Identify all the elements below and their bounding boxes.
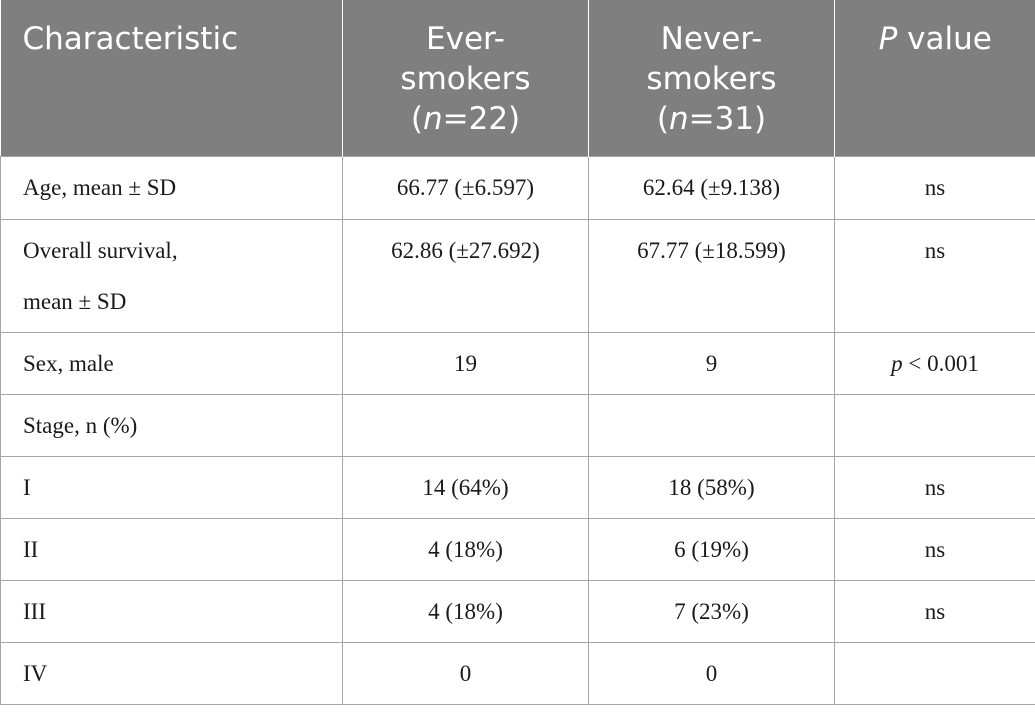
table-row: Stage, n (%) — [0, 393, 1035, 457]
table-row: Age, mean ± SD 66.77 (±6.597) 62.64 (±9.… — [0, 155, 1035, 220]
cell-characteristic: II — [0, 517, 343, 581]
cell-characteristic: I — [0, 455, 343, 519]
cell-ever: 4 (18%) — [342, 517, 589, 581]
header-never-n-value: =31) — [688, 101, 767, 137]
header-never-smokers: Never- smokers (n=31) — [588, 0, 835, 156]
cell-p: ns — [834, 155, 1035, 220]
cell-p — [834, 393, 1035, 457]
cell-characteristic: Stage, n (%) — [0, 393, 343, 457]
table-row: I 14 (64%) 18 (58%) ns — [0, 455, 1035, 519]
cell-never: 0 — [588, 641, 835, 705]
header-never-n-label: n — [668, 101, 689, 137]
cell-never: 6 (19%) — [588, 517, 835, 581]
cell-ever: 66.77 (±6.597) — [342, 155, 589, 220]
cell-characteristic: IV — [0, 641, 343, 705]
header-row: Characteristic Ever- smokers (n=22) Never… — [0, 0, 1035, 156]
cell-ever: 4 (18%) — [342, 579, 589, 643]
cell-never: 9 — [588, 331, 835, 395]
cell-p: ns — [834, 455, 1035, 519]
cell-ever: 0 — [342, 641, 589, 705]
cell-characteristic: Sex, male — [0, 331, 343, 395]
cell-characteristic: Age, mean ± SD — [0, 155, 343, 220]
header-ever-smokers: Ever- smokers (n=22) — [342, 0, 589, 156]
cell-ever: 19 — [342, 331, 589, 395]
cell-p: p < 0.001 — [834, 331, 1035, 395]
cell-ever: 62.86 (±27.692) — [342, 218, 589, 333]
cell-p — [834, 641, 1035, 705]
table-row: Overall survival, mean ± SD 62.86 (±27.69… — [0, 218, 1035, 333]
cell-never — [588, 393, 835, 457]
header-ever-n-label: n — [422, 101, 443, 137]
table-header: Characteristic Ever- smokers (n=22) Never… — [0, 0, 1035, 156]
cell-never: 62.64 (±9.138) — [588, 155, 835, 220]
cell-never: 18 (58%) — [588, 455, 835, 519]
cell-never: 67.77 (±18.599) — [588, 218, 835, 333]
cell-ever: 14 (64%) — [342, 455, 589, 519]
table-row: Sex, male 19 9 p < 0.001 — [0, 331, 1035, 395]
cell-p: ns — [834, 517, 1035, 581]
table-body: Age, mean ± SD 66.77 (±6.597) 62.64 (±9.… — [0, 155, 1035, 705]
header-p-value: P value — [834, 0, 1035, 156]
cell-p: ns — [834, 579, 1035, 643]
header-characteristic: Characteristic — [0, 0, 343, 156]
cell-characteristic: III — [0, 579, 343, 643]
cell-p: ns — [834, 218, 1035, 333]
table-row: IV 0 0 — [0, 641, 1035, 705]
header-ever-n-value: =22) — [442, 101, 521, 137]
cell-ever — [342, 393, 589, 457]
table-row: III 4 (18%) 7 (23%) ns — [0, 579, 1035, 643]
table-row: II 4 (18%) 6 (19%) ns — [0, 517, 1035, 581]
cell-characteristic: Overall survival, mean ± SD — [0, 218, 343, 333]
cell-never: 7 (23%) — [588, 579, 835, 643]
